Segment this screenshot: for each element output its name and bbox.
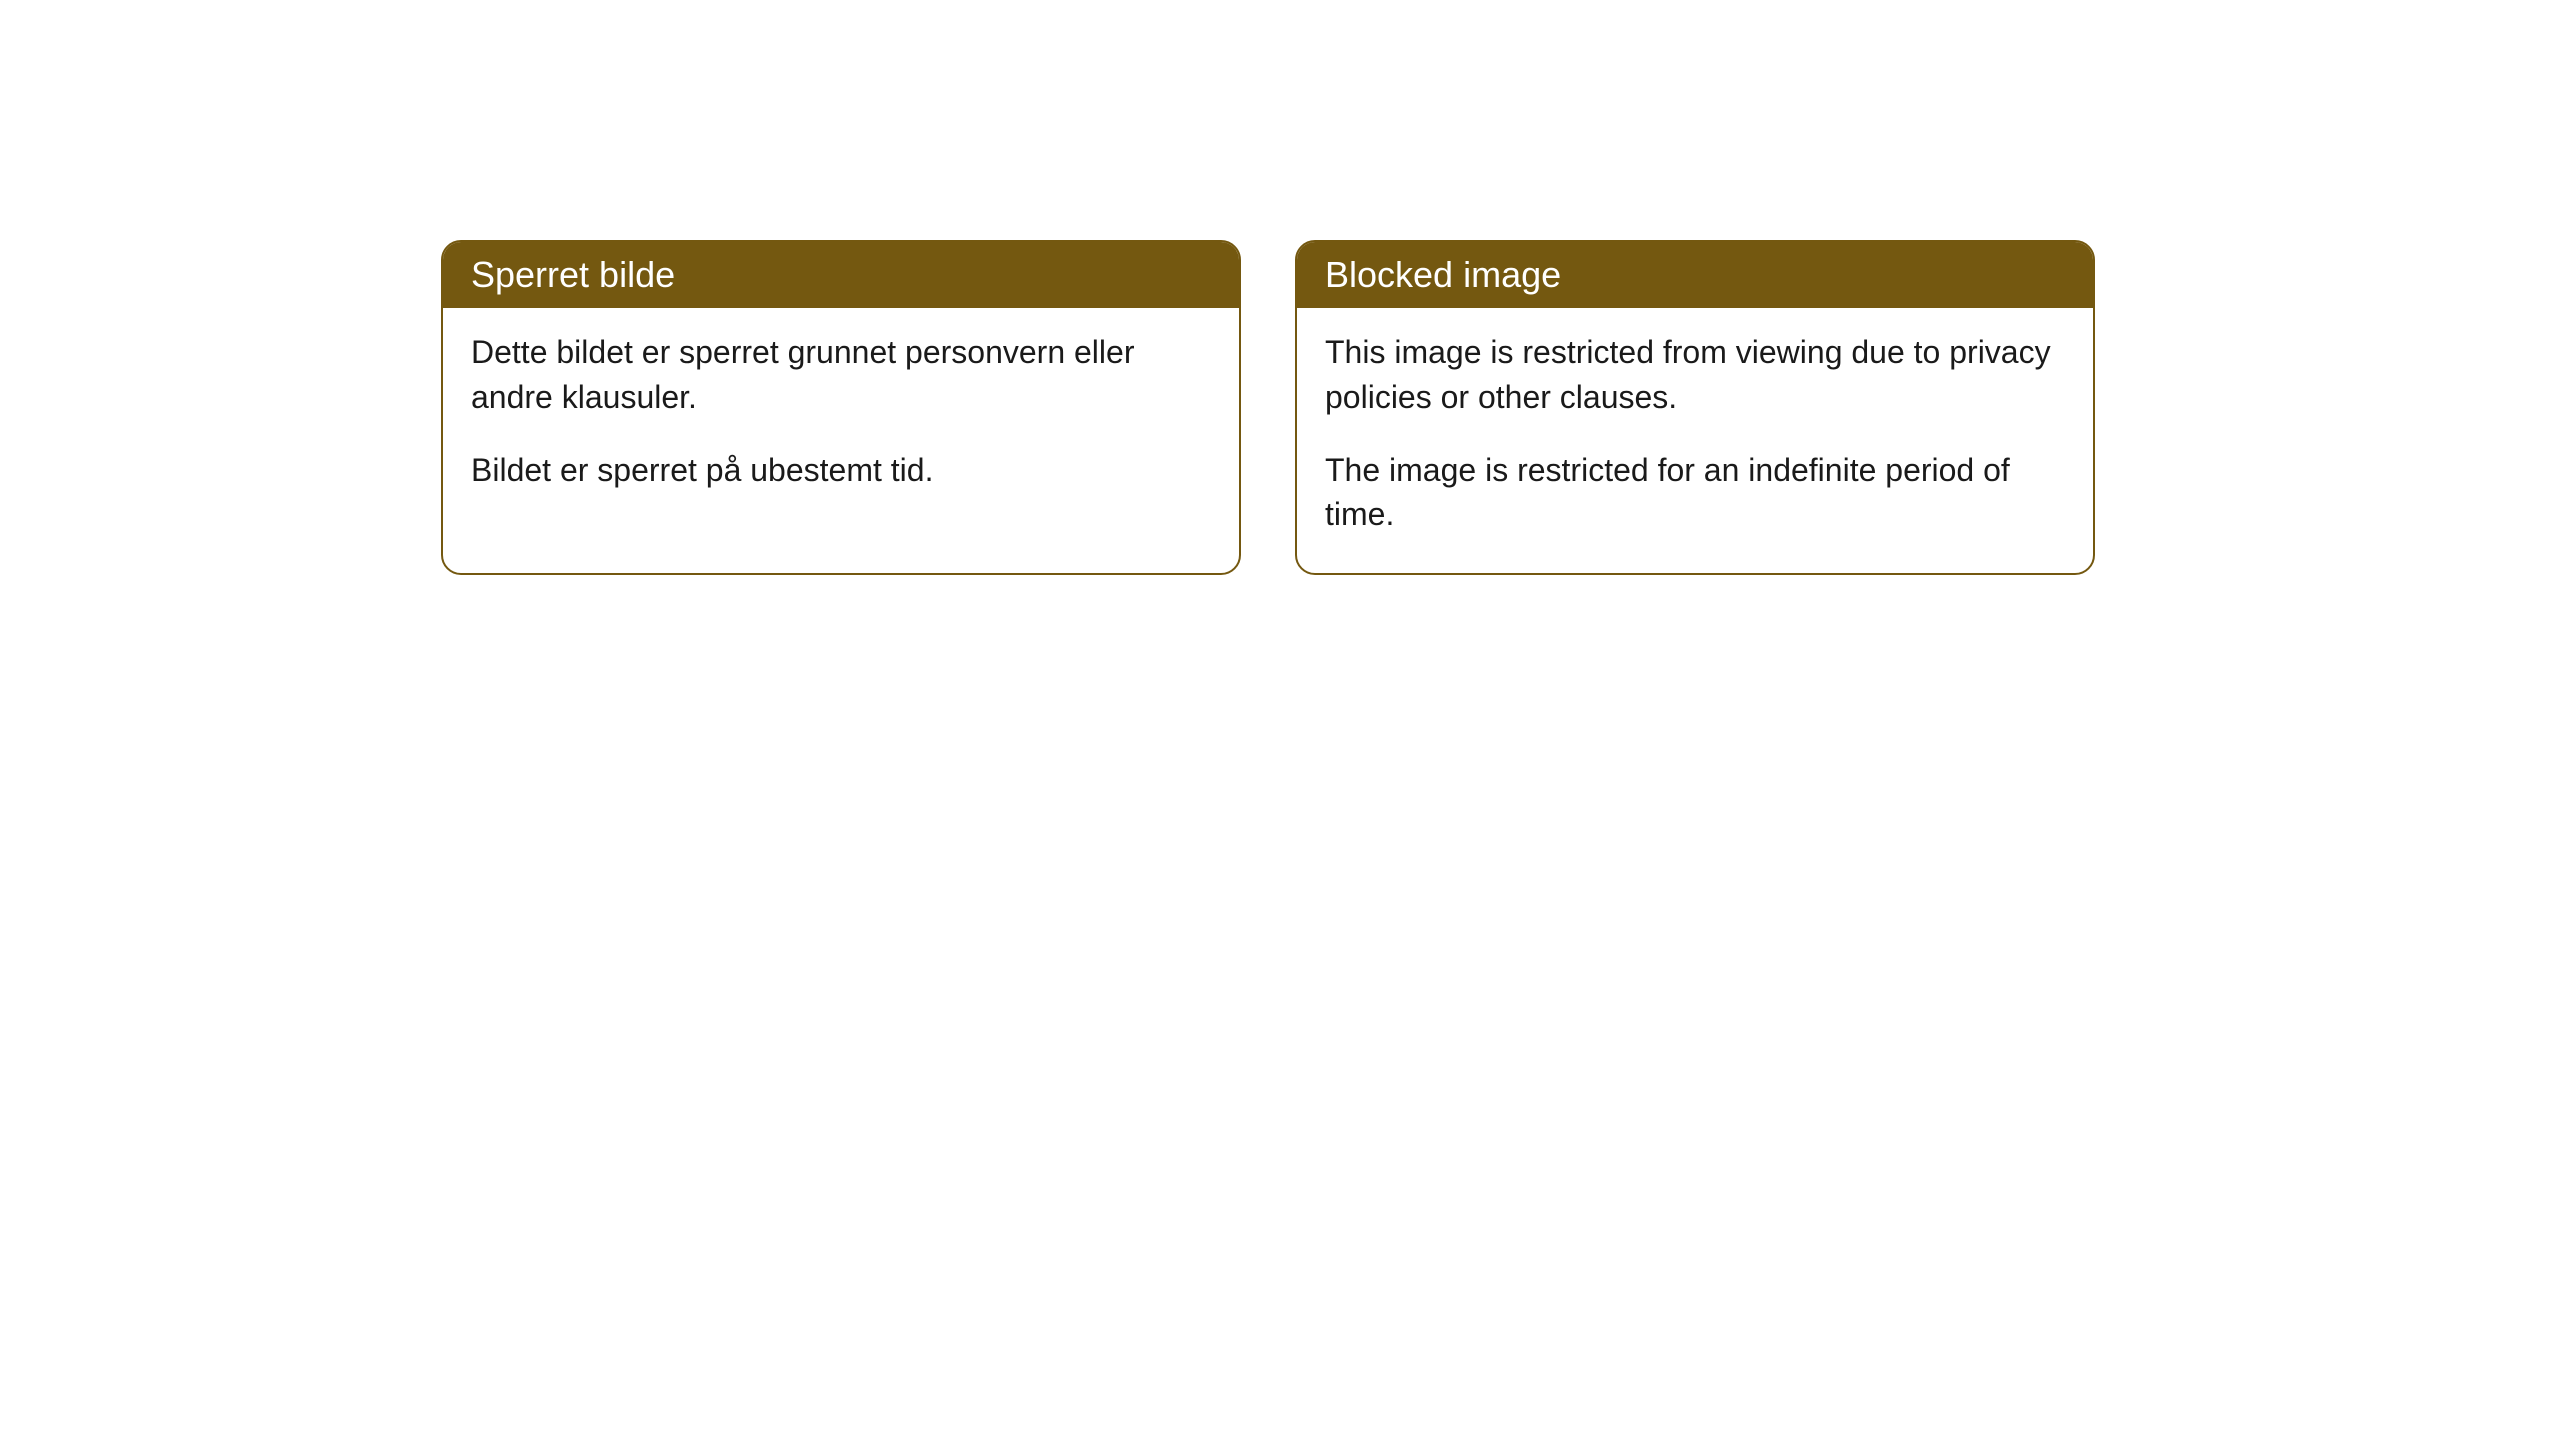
blocked-image-card-norwegian: Sperret bilde Dette bildet er sperret gr… (441, 240, 1241, 575)
card-header-norwegian: Sperret bilde (443, 242, 1239, 308)
card-paragraph: The image is restricted for an indefinit… (1325, 448, 2065, 538)
card-paragraph: This image is restricted from viewing du… (1325, 330, 2065, 420)
card-title: Sperret bilde (471, 254, 675, 295)
card-header-english: Blocked image (1297, 242, 2093, 308)
card-body-english: This image is restricted from viewing du… (1297, 308, 2093, 573)
card-paragraph: Dette bildet er sperret grunnet personve… (471, 330, 1211, 420)
blocked-image-card-english: Blocked image This image is restricted f… (1295, 240, 2095, 575)
cards-container: Sperret bilde Dette bildet er sperret gr… (441, 240, 2095, 575)
card-paragraph: Bildet er sperret på ubestemt tid. (471, 448, 1211, 493)
card-title: Blocked image (1325, 254, 1561, 295)
card-body-norwegian: Dette bildet er sperret grunnet personve… (443, 308, 1239, 528)
